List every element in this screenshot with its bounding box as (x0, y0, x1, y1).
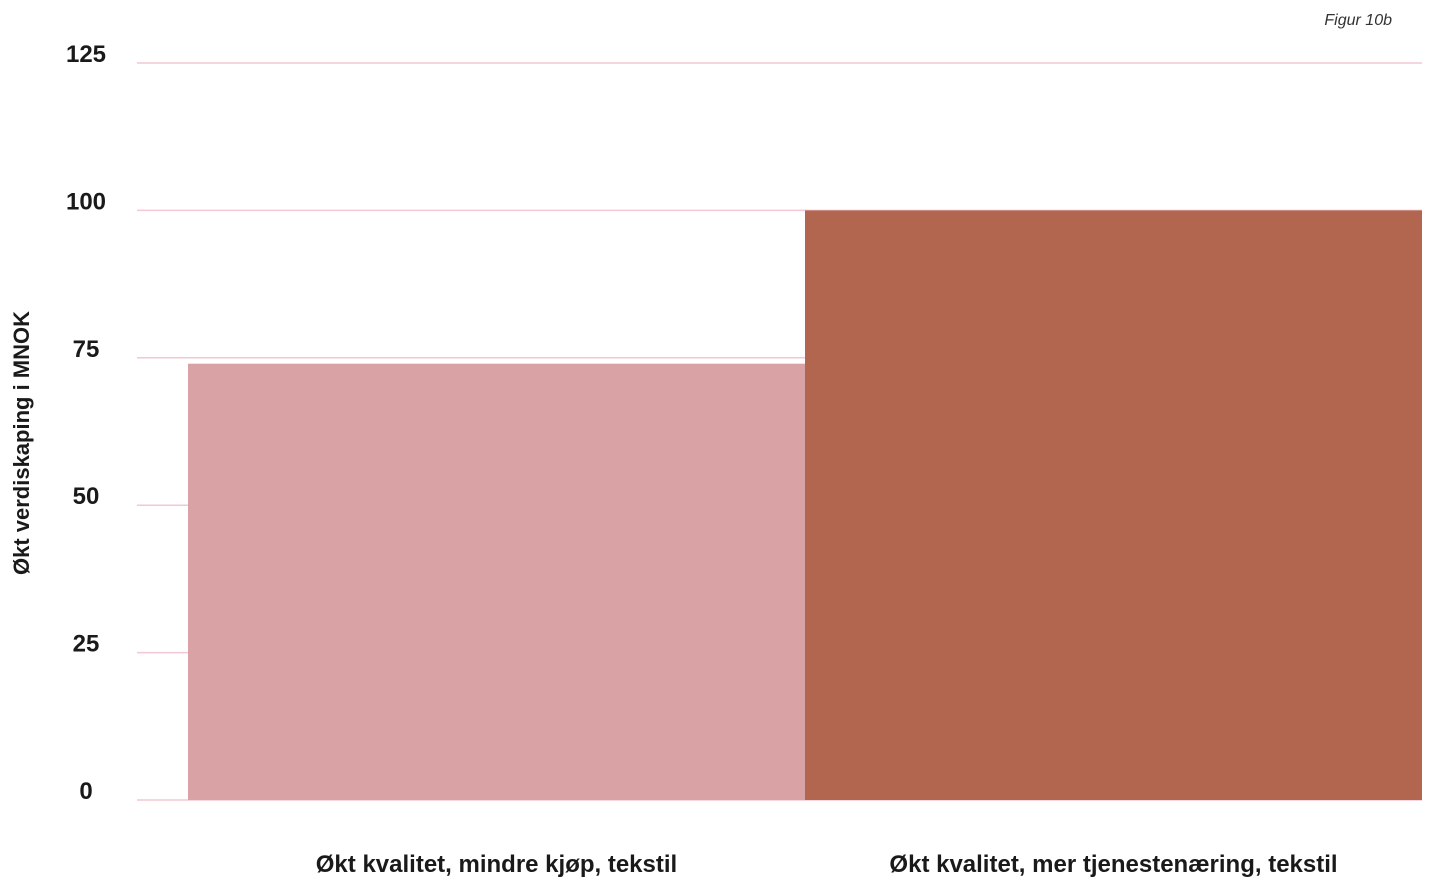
y-tick-label: 100 (66, 188, 106, 215)
y-tick-label: 25 (73, 631, 100, 658)
x-axis-categories: Økt kvalitet, mindre kjøp, tekstil Økt kv… (316, 851, 1338, 878)
bar-2 (805, 210, 1422, 800)
y-tick-label: 75 (73, 336, 100, 363)
y-tick-label: 50 (73, 483, 100, 510)
figure-note: Figur 10b (1324, 12, 1392, 29)
category-label-1: Økt kvalitet, mindre kjøp, tekstil (316, 851, 677, 878)
y-axis-ticks: 0 25 50 75 100 125 (66, 41, 106, 805)
bar-1 (188, 363, 806, 800)
y-tick-label: 0 (79, 778, 92, 805)
y-tick-label: 125 (66, 41, 106, 68)
category-label-2: Økt kvalitet, mer tjenestenæring, teksti… (889, 851, 1337, 878)
y-axis-title: Økt verdiskaping i MNOK (9, 311, 34, 575)
bars (188, 210, 1422, 800)
